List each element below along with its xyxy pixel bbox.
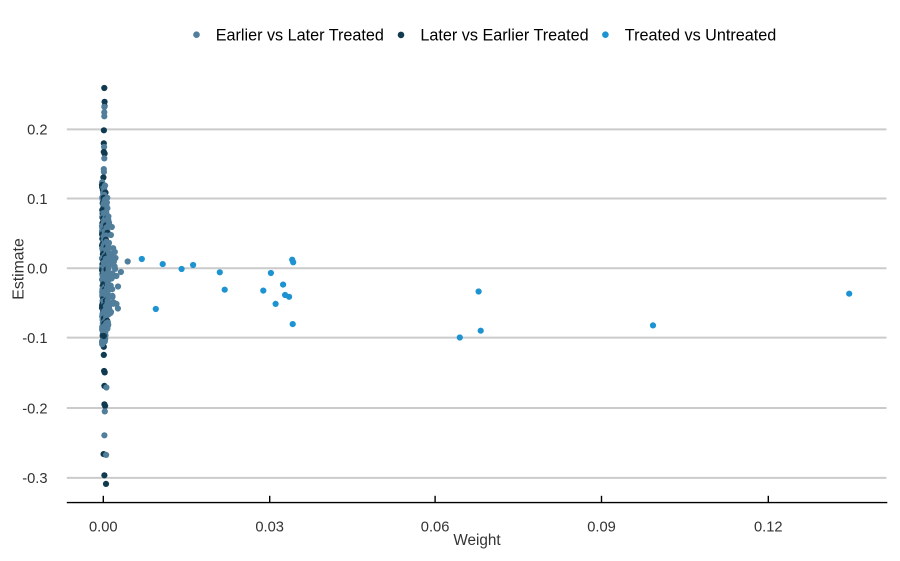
svg-text:Earlier vs Later Treated: Earlier vs Later Treated <box>216 26 384 44</box>
svg-text:0.2: 0.2 <box>27 123 47 139</box>
svg-text:-0.3: -0.3 <box>22 471 47 487</box>
svg-text:Treated vs Untreated: Treated vs Untreated <box>625 26 776 44</box>
svg-text:Weight: Weight <box>453 532 501 549</box>
svg-text:0.03: 0.03 <box>255 520 284 536</box>
svg-text:-0.2: -0.2 <box>22 401 47 417</box>
svg-text:0.1: 0.1 <box>27 192 47 208</box>
svg-text:0.12: 0.12 <box>754 520 783 536</box>
svg-text:-0.1: -0.1 <box>22 331 47 347</box>
svg-text:Estimate: Estimate <box>10 238 27 300</box>
svg-text:0.00: 0.00 <box>89 520 118 536</box>
svg-text:0.06: 0.06 <box>421 520 450 536</box>
svg-text:Later vs Earlier Treated: Later vs Earlier Treated <box>420 26 588 44</box>
svg-text:0.09: 0.09 <box>587 520 616 536</box>
svg-text:0.0: 0.0 <box>27 262 47 278</box>
